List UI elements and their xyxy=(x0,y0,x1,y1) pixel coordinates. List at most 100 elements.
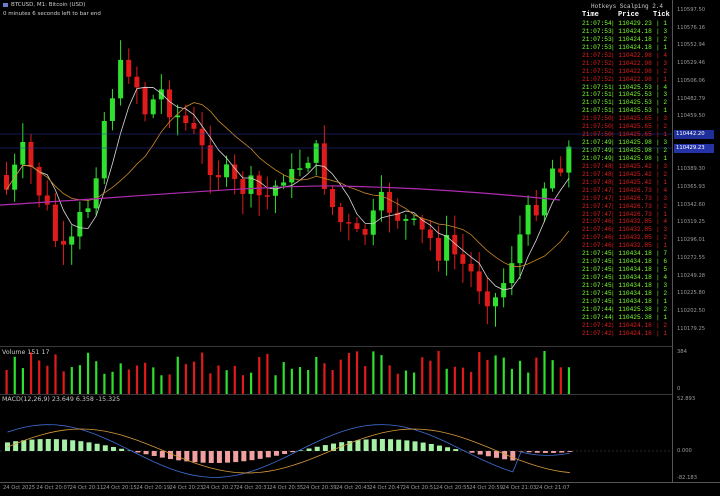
tick-time: 21:07:47 xyxy=(582,187,612,195)
volume-bar xyxy=(234,366,236,394)
candle-body xyxy=(224,164,229,177)
tick-price: | 110425.53 xyxy=(611,99,652,107)
volume-bar xyxy=(46,366,48,394)
macd-histogram-bar xyxy=(103,445,108,451)
tick-row: 21:07:51| 110425.53| 1 xyxy=(580,107,672,115)
tick-panel-title: Hotkeys Scalping 2.4 xyxy=(580,3,672,11)
price-tick-label: 110296.01 xyxy=(677,237,705,243)
tick-time: 21:07:42 xyxy=(582,330,612,338)
macd-histogram-bar xyxy=(323,445,328,451)
candle-body xyxy=(257,175,262,195)
volume-bar xyxy=(152,367,154,394)
tick-count: | 2 xyxy=(656,234,667,242)
candle-body xyxy=(558,169,563,173)
volume-bar xyxy=(519,361,521,394)
volume-bar xyxy=(111,372,113,394)
tick-count: | 2 xyxy=(656,123,667,131)
tick-price: | 110426.73 xyxy=(611,187,652,195)
candle-body xyxy=(403,219,408,221)
candle-body xyxy=(53,205,58,241)
tick-count: | 2 xyxy=(656,306,667,314)
volume-pane[interactable]: Volume 151 17 xyxy=(0,347,672,394)
tick-price: | 110434.18 xyxy=(611,250,652,258)
tick-row: 21:07:46| 110432.85| 1 xyxy=(580,242,672,250)
time-tick-label: 24 Oct 21:03 xyxy=(503,485,537,491)
candle-body xyxy=(306,163,311,168)
macd-histogram-bar xyxy=(87,442,92,451)
tick-row: 21:07:47| 110426.73| 2 xyxy=(580,203,672,211)
tick-row: 21:07:42| 110424.16| 1 xyxy=(580,330,672,338)
tick-count: | 3 xyxy=(656,195,667,203)
tick-time: 21:07:45 xyxy=(582,290,612,298)
macd-histogram-bar xyxy=(429,444,434,451)
volume-bar xyxy=(71,367,73,394)
macd-histogram-bar xyxy=(478,451,483,455)
volume-bar xyxy=(177,357,179,394)
tick-price: | 110425.98 xyxy=(611,147,652,155)
candle-body xyxy=(330,189,335,207)
chart-menu-icon[interactable] xyxy=(3,3,8,7)
tick-price: | 110434.18 xyxy=(611,266,652,274)
volume-bar xyxy=(120,363,122,394)
tick-time: 21:07:50 xyxy=(582,131,612,139)
tick-time: 21:07:44 xyxy=(582,314,612,322)
macd-histogram-bar xyxy=(527,451,532,452)
volume-bar xyxy=(250,373,252,394)
macd-pane[interactable]: MACD(12,26,9) 23.649 6.358 -15.325 xyxy=(0,395,672,482)
tick-time: 21:07:49 xyxy=(582,155,612,163)
price-tick-label: 110506.06 xyxy=(677,78,705,84)
candle-body xyxy=(102,121,107,178)
tick-time: 21:07:45 xyxy=(582,282,612,290)
volume-bar xyxy=(266,354,268,394)
candle-body xyxy=(412,219,417,221)
tick-count: | 1 xyxy=(656,298,667,306)
tick-price: | 110426.73 xyxy=(611,203,652,211)
tick-row: 21:07:48| 110425.42| 2 xyxy=(580,171,672,179)
candle-body xyxy=(37,167,42,196)
macd-histogram-bar xyxy=(78,441,83,451)
candle-body xyxy=(297,168,302,170)
volume-bar xyxy=(527,373,529,394)
tick-time: 21:07:53 xyxy=(582,44,612,52)
candle-body xyxy=(265,195,270,197)
volume-bar xyxy=(454,367,456,394)
macd-histogram-bar xyxy=(119,449,124,451)
price-tick-label: 110529.46 xyxy=(677,60,705,66)
tick-row: 21:07:52| 110422.98| 1 xyxy=(580,76,672,84)
candle-body xyxy=(126,60,131,77)
candlestick-chart[interactable] xyxy=(0,0,672,346)
candle-body xyxy=(110,98,115,121)
time-tick-label: 24 Oct 2025 xyxy=(3,485,35,491)
macd-histogram-bar xyxy=(543,451,548,453)
candle-body xyxy=(436,238,441,261)
volume-bar xyxy=(299,367,301,394)
slow-ma-line xyxy=(7,103,569,267)
volume-bar xyxy=(437,351,439,394)
tick-count: | 1 xyxy=(656,76,667,84)
tick-time: 21:07:48 xyxy=(582,179,612,187)
volume-bar xyxy=(258,357,260,394)
tick-price: | 110425.53 xyxy=(611,84,652,92)
candle-body xyxy=(281,182,286,185)
tick-count: | 2 xyxy=(656,99,667,107)
volume-bar xyxy=(22,368,24,394)
tick-time: 21:07:50 xyxy=(582,115,612,123)
tick-count: | 2 xyxy=(656,322,667,330)
tick-price: | 110432.85 xyxy=(611,242,652,250)
macd-histogram-bar xyxy=(494,451,499,458)
tick-row: 21:07:44| 110425.38| 1 xyxy=(580,314,672,322)
tick-price: | 110426.73 xyxy=(611,195,652,203)
volume-bar xyxy=(30,352,32,394)
candle-body xyxy=(61,241,66,245)
candle-body xyxy=(460,254,465,264)
volume-bar xyxy=(511,369,513,394)
price-tick-label: 110319.25 xyxy=(677,219,705,225)
tick-price: | 110424.18 xyxy=(611,28,652,36)
time-tick-label: 24 Oct 20:55 xyxy=(436,485,470,491)
volume-bar xyxy=(478,352,480,394)
macd-histogram-bar xyxy=(486,451,491,456)
price-chart-pane[interactable]: BTCUSD, M1: Bitcoin (USD) 0 minutes 6 se… xyxy=(0,0,672,346)
volume-bar xyxy=(429,361,431,394)
